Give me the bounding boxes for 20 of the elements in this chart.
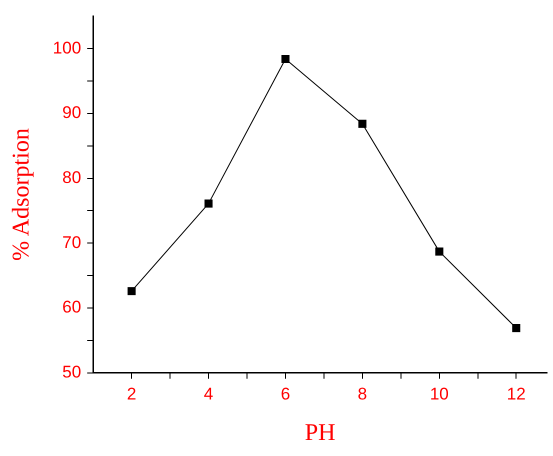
- y-axis-title: % Adsorption: [8, 128, 35, 261]
- x-tick-label: 8: [358, 384, 368, 404]
- x-axis-title: PH: [304, 420, 336, 446]
- x-tick-label: 6: [280, 384, 290, 404]
- y-tick-label: 50: [62, 362, 82, 382]
- y-tick-label: 100: [52, 38, 82, 58]
- point: [435, 248, 444, 256]
- x-tick-label: 2: [126, 384, 136, 404]
- x-tick-label: 4: [204, 384, 214, 404]
- x-tick-label: 10: [430, 384, 449, 404]
- y-tick-label: 60: [62, 298, 82, 317]
- point: [281, 54, 290, 64]
- y-tick-label: 70: [62, 232, 82, 252]
- y-tick-label: 80: [62, 168, 82, 187]
- x-tick-label: 12: [506, 384, 526, 404]
- point: [204, 200, 213, 208]
- point: [128, 287, 136, 296]
- point: [512, 324, 520, 332]
- y-tick-label: 90: [62, 103, 82, 122]
- point: [358, 120, 366, 128]
